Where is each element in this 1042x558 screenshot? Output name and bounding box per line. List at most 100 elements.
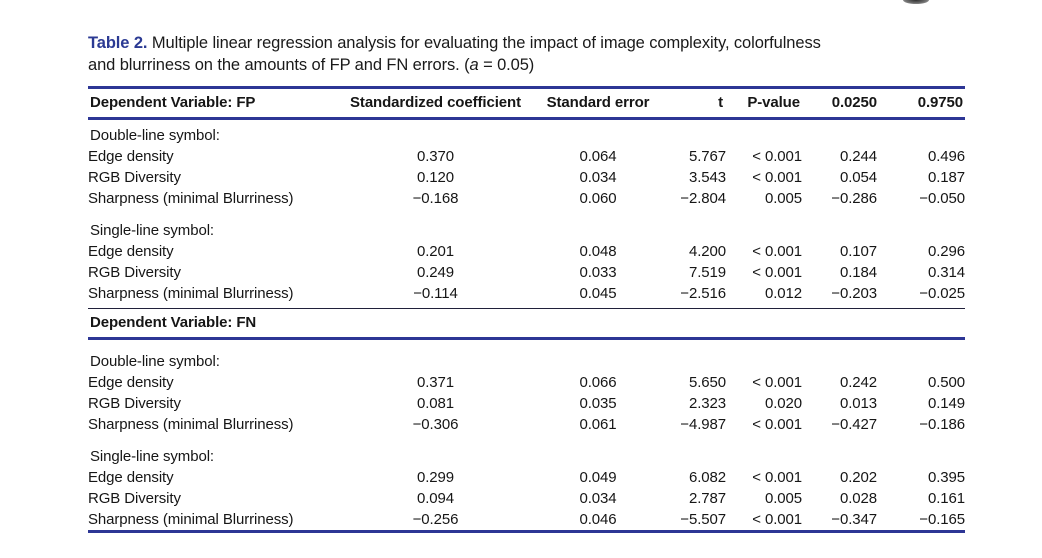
- cell: 0.184: [839, 264, 877, 281]
- cell: −0.114: [413, 285, 458, 302]
- cell: 0.296: [927, 243, 965, 260]
- table-body: Double-line symbol: Edge density 0.370 0.06…: [88, 119, 965, 532]
- cell: 0.028: [839, 490, 877, 507]
- group-label: Double-line symbol:: [90, 127, 220, 144]
- col-header-standardized-coefficient: Standardized coefficient: [350, 94, 521, 111]
- cell: −0.186: [919, 416, 965, 433]
- cell: 0.201: [416, 243, 455, 260]
- col-header-p-value: P-value: [747, 94, 800, 111]
- caption-text-3: = 0.05): [478, 55, 535, 74]
- cell: 0.187: [927, 169, 965, 186]
- table-row: RGB Diversity 0.120 0.034 3.543 < 0.001 0.054…: [88, 167, 965, 188]
- cell: < 0.001: [752, 469, 802, 486]
- cell: 0.299: [416, 469, 455, 486]
- cell: 0.242: [839, 374, 877, 391]
- table-number-label: Table 2.: [88, 34, 148, 52]
- cell: −0.427: [831, 416, 877, 433]
- cell: −5.507: [680, 511, 726, 528]
- table-row: Sharpness (minimal Blurriness) −0.256 0.04…: [88, 509, 965, 532]
- row-label: Edge density: [88, 148, 174, 165]
- cell: 0.005: [764, 490, 802, 507]
- caption-text-2: and blurriness on the amounts of FP and …: [88, 55, 470, 74]
- cell: −0.256: [412, 511, 459, 528]
- cell: 0.161: [927, 490, 965, 507]
- page-edge-artifact: [903, 0, 929, 4]
- cell: 3.543: [688, 169, 726, 186]
- row-label: RGB Diversity: [88, 169, 181, 186]
- cell: 0.012: [764, 285, 802, 302]
- cell: 6.082: [688, 469, 726, 486]
- cell: 0.314: [927, 264, 965, 281]
- cell: 0.034: [579, 490, 617, 507]
- table-row: Edge density 0.370 0.064 5.767 < 0.001 0.244 0…: [88, 146, 965, 167]
- cell: −0.165: [919, 511, 965, 528]
- regression-table: Dependent Variable: FP Standardized coef…: [88, 86, 965, 533]
- cell: −4.987: [680, 416, 726, 433]
- row-label: Edge density: [88, 243, 174, 260]
- table-row: Edge density 0.371 0.066 5.650 < 0.001 0.242 0…: [88, 372, 965, 393]
- cell: 0.066: [579, 374, 617, 391]
- row-label: Edge density: [88, 374, 174, 391]
- cell: 0.045: [579, 285, 617, 302]
- cell: 0.005: [764, 190, 802, 207]
- table-2-block: Table 2. Multiple linear regression anal…: [88, 33, 965, 533]
- cell: < 0.001: [752, 243, 802, 260]
- cell: < 0.001: [752, 148, 802, 165]
- cell: < 0.001: [752, 169, 802, 186]
- cell: −0.168: [412, 190, 459, 207]
- cell: −0.025: [919, 285, 965, 302]
- row-label: Sharpness (minimal Blurriness): [88, 511, 294, 528]
- group-label-row: Single-line symbol:: [88, 435, 965, 467]
- alpha-symbol: a: [469, 55, 479, 74]
- table-row: Sharpness (minimal Blurriness) −0.114 0.04…: [88, 283, 965, 304]
- cell: 0.120: [416, 169, 455, 186]
- caption-line-1: Table 2. Multiple linear regression anal…: [88, 33, 965, 55]
- cell: 0.064: [579, 148, 617, 165]
- cell: 0.048: [579, 243, 617, 260]
- cell: 0.061: [579, 416, 617, 433]
- section-header-row: Dependent Variable: FN: [88, 308, 965, 339]
- cell: 0.244: [839, 148, 877, 165]
- cell: 0.202: [839, 469, 877, 486]
- table-row: RGB Diversity 0.094 0.034 2.787 0.005 0.028 0.…: [88, 488, 965, 509]
- cell: 0.034: [579, 169, 617, 186]
- col-header-ci-upper: 0.9750: [917, 94, 963, 111]
- cell: −0.203: [831, 285, 877, 302]
- col-header-ci-lower: 0.0250: [831, 94, 877, 111]
- cell: 0.249: [416, 264, 455, 281]
- section-header-dependent-variable-fn: Dependent Variable: FN: [90, 314, 257, 331]
- cell: 0.395: [927, 469, 965, 486]
- row-label: RGB Diversity: [88, 395, 181, 412]
- row-label: Sharpness (minimal Blurriness): [88, 190, 294, 207]
- cell: −0.347: [831, 511, 877, 528]
- cell: 0.107: [839, 243, 877, 260]
- row-label: Sharpness (minimal Blurriness): [88, 285, 294, 302]
- group-label-row: Double-line symbol:: [88, 119, 965, 147]
- table-row: Sharpness (minimal Blurriness) −0.168 0.06…: [88, 188, 965, 209]
- row-label: Edge density: [88, 469, 174, 486]
- cell: 0.046: [579, 511, 617, 528]
- group-label-row: Double-line symbol:: [88, 339, 965, 373]
- cell: < 0.001: [752, 416, 802, 433]
- cell: −0.286: [831, 190, 877, 207]
- cell: 0.060: [579, 190, 617, 207]
- cell: < 0.001: [752, 511, 802, 528]
- col-header-standard-error: Standard error: [546, 94, 650, 111]
- cell: 0.013: [839, 395, 877, 412]
- cell: −0.050: [919, 190, 965, 207]
- table-caption: Table 2. Multiple linear regression anal…: [88, 33, 965, 76]
- cell: 4.200: [688, 243, 726, 260]
- cell: 2.323: [688, 395, 726, 412]
- cell: 7.519: [688, 264, 726, 281]
- cell: −2.516: [680, 285, 726, 302]
- group-label: Double-line symbol:: [90, 353, 220, 370]
- col-header-t: t: [718, 94, 723, 111]
- table-row: RGB Diversity 0.081 0.035 2.323 0.020 0.013 0.…: [88, 393, 965, 414]
- cell: 0.500: [927, 374, 965, 391]
- table-row: Edge density 0.299 0.049 6.082 < 0.001 0.202 0…: [88, 467, 965, 488]
- caption-line-2: and blurriness on the amounts of FP and …: [88, 55, 965, 77]
- cell: 0.149: [927, 395, 965, 412]
- cell: 0.020: [764, 395, 802, 412]
- cell: 0.094: [416, 490, 455, 507]
- table-row: Sharpness (minimal Blurriness) −0.306 0.06…: [88, 414, 965, 435]
